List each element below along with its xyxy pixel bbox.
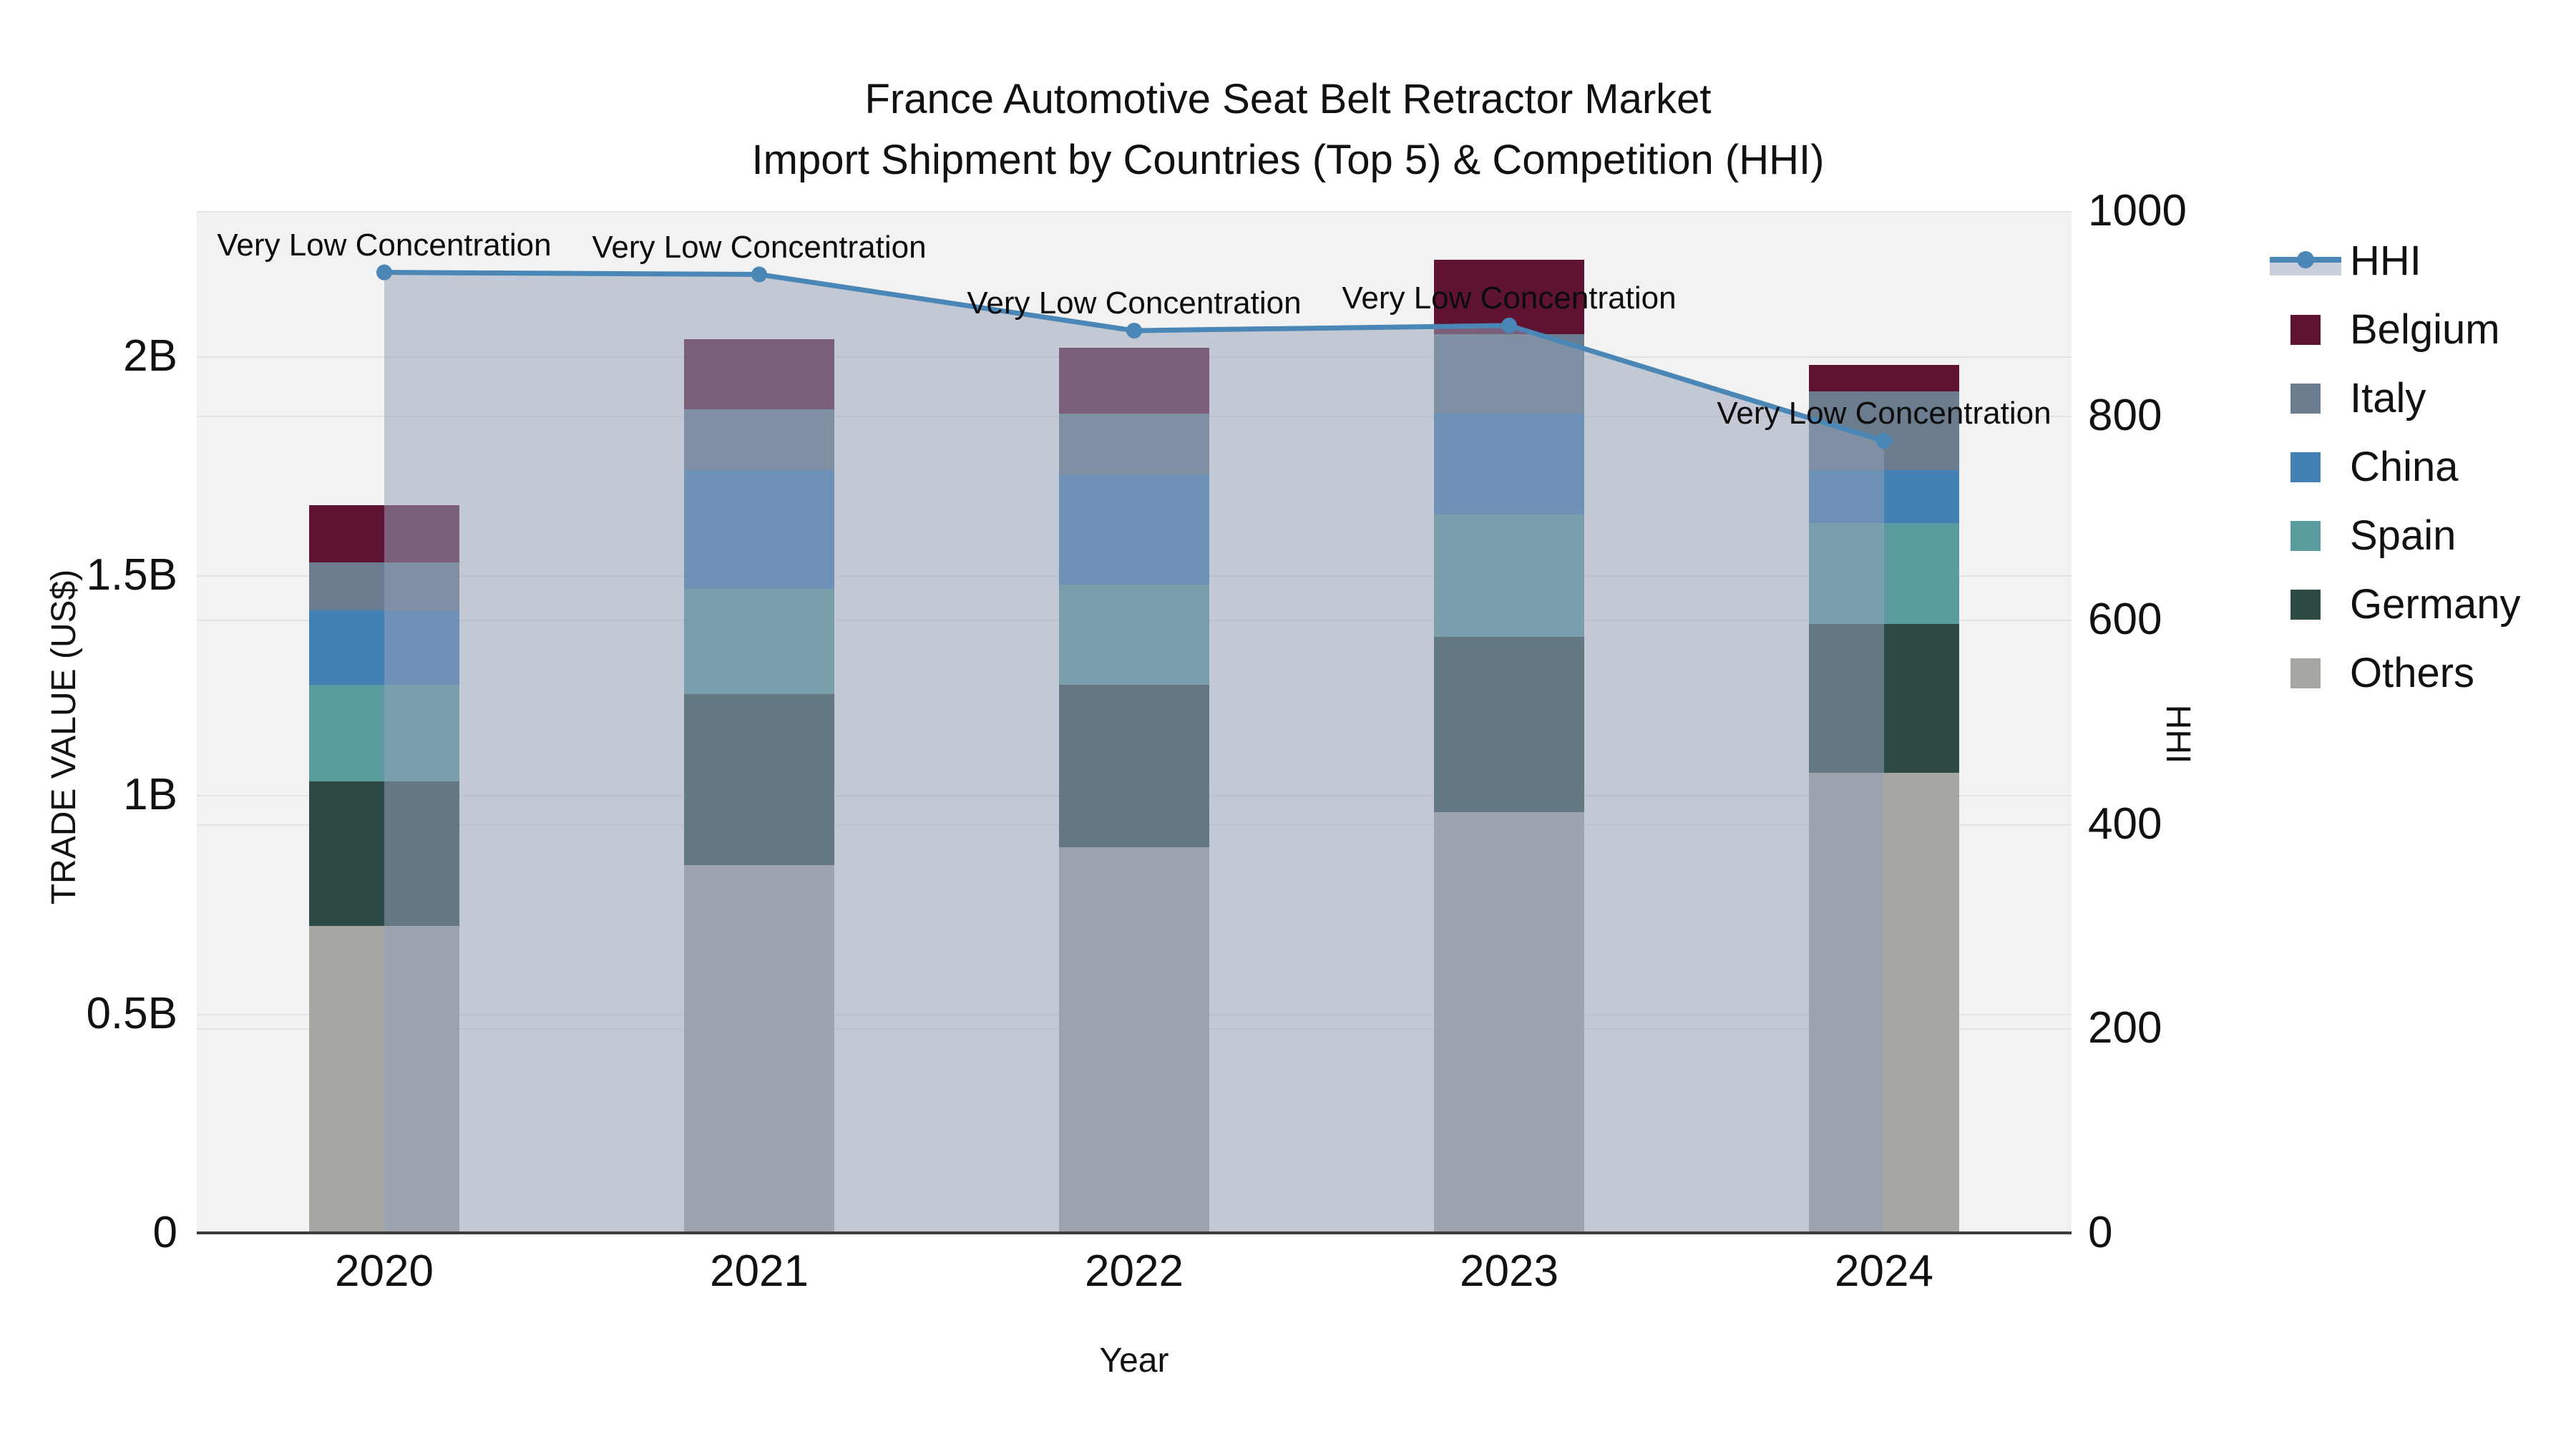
chart-title-line2: Import Shipment by Countries (Top 5) & C… [751, 137, 1825, 183]
bar-2020-china [309, 610, 459, 686]
chart-title-line1: France Automotive Seat Belt Retractor Ma… [864, 76, 1712, 122]
bar-2020-belgium [309, 505, 459, 562]
y-right-tick-200: 200 [2088, 1003, 2162, 1053]
legend-item-others[interactable]: Others [2270, 652, 2521, 695]
gridline-hhi [197, 211, 2072, 213]
bar-2021-italy [684, 409, 834, 471]
y-axis-right-title: HHI [2159, 704, 2197, 764]
chart-title: France Automotive Seat Belt Retractor Ma… [0, 69, 2576, 190]
x-tick-2022: 2022 [1085, 1246, 1184, 1296]
belgium-color-swatch [2270, 308, 2341, 351]
legend-label-belgium: Belgium [2350, 306, 2500, 353]
bar-2021-china [684, 470, 834, 589]
y-right-tick-400: 400 [2088, 799, 2162, 849]
annotation-2021: Very Low Concentration [592, 230, 927, 265]
x-tick-2021: 2021 [710, 1246, 809, 1296]
others-swatch-box [2290, 658, 2321, 688]
bar-2022-spain [1059, 584, 1209, 686]
y-right-tick-600: 600 [2088, 595, 2162, 644]
bar-2022-others [1059, 847, 1209, 1233]
hhi-line-swatch [2270, 240, 2341, 283]
hhi-legend-glyph [2270, 251, 2341, 275]
annotation-2020: Very Low Concentration [217, 228, 552, 263]
china-swatch-box [2290, 452, 2321, 482]
bar-2020-germany [309, 781, 459, 927]
bar-2020-others [309, 926, 459, 1233]
others-color-swatch [2270, 652, 2341, 695]
legend-item-belgium[interactable]: Belgium [2270, 308, 2521, 351]
y-right-tick-800: 800 [2088, 391, 2162, 440]
legend-label-others: Others [2350, 650, 2475, 696]
germany-color-swatch [2270, 583, 2341, 626]
bar-2024-others [1809, 772, 1959, 1233]
bar-2024-spain [1809, 522, 1959, 624]
x-tick-2023: 2023 [1460, 1246, 1558, 1296]
bar-2023-germany [1434, 637, 1584, 812]
y-right-tick-0: 0 [2088, 1208, 2113, 1257]
legend-label-hhi: HHI [2350, 238, 2421, 284]
bar-2021-others [684, 864, 834, 1233]
legend-label-china: China [2350, 444, 2459, 490]
x-axis-line [197, 1231, 2072, 1234]
y-left-tick-1B: 1B [123, 770, 177, 819]
annotation-2024: Very Low Concentration [1717, 396, 2051, 431]
legend-label-germany: Germany [2350, 581, 2521, 628]
legend-item-italy[interactable]: Italy [2270, 377, 2521, 420]
annotation-2023: Very Low Concentration [1342, 280, 1677, 316]
legend: HHI Belgium Italy China Spain Germany Others [2270, 240, 2521, 695]
y-right-tick-1000: 1000 [2088, 186, 2187, 235]
legend-item-hhi[interactable]: HHI [2270, 240, 2521, 283]
bar-2022-belgium [1059, 347, 1209, 414]
legend-item-germany[interactable]: Germany [2270, 583, 2521, 626]
legend-label-italy: Italy [2350, 375, 2426, 421]
bar-2024-belgium [1809, 365, 1959, 391]
y-left-tick-1.5B: 1.5B [86, 550, 177, 600]
y-axis-left-title: TRADE VALUE (US$) [45, 569, 83, 905]
bar-2021-germany [684, 693, 834, 865]
bar-2023-spain [1434, 514, 1584, 637]
italy-swatch-box [2290, 384, 2321, 414]
bar-2024-china [1809, 470, 1959, 523]
bar-2024-germany [1809, 623, 1959, 773]
bar-2021-belgium [684, 338, 834, 409]
belgium-swatch-box [2290, 315, 2321, 345]
spain-swatch-box [2290, 521, 2321, 551]
italy-color-swatch [2270, 377, 2341, 420]
germany-swatch-box [2290, 590, 2321, 620]
spain-color-swatch [2270, 514, 2341, 557]
bar-2022-germany [1059, 685, 1209, 847]
legend-item-spain[interactable]: Spain [2270, 514, 2521, 557]
bar-2023-others [1434, 812, 1584, 1233]
bar-2022-china [1059, 474, 1209, 585]
x-tick-2020: 2020 [335, 1246, 434, 1296]
y-left-tick-0: 0 [152, 1208, 177, 1257]
legend-item-china[interactable]: China [2270, 446, 2521, 489]
bar-2022-italy [1059, 413, 1209, 475]
bar-2020-italy [309, 562, 459, 611]
legend-label-spain: Spain [2350, 512, 2457, 559]
y-left-tick-2B: 2B [123, 331, 177, 381]
annotation-2022: Very Low Concentration [967, 286, 1302, 321]
bar-2021-spain [684, 588, 834, 694]
x-tick-2024: 2024 [1835, 1246, 1933, 1296]
x-axis-title: Year [1099, 1342, 1169, 1380]
y-left-tick-0.5B: 0.5B [86, 989, 177, 1038]
china-color-swatch [2270, 446, 2341, 489]
bar-2020-spain [309, 685, 459, 782]
